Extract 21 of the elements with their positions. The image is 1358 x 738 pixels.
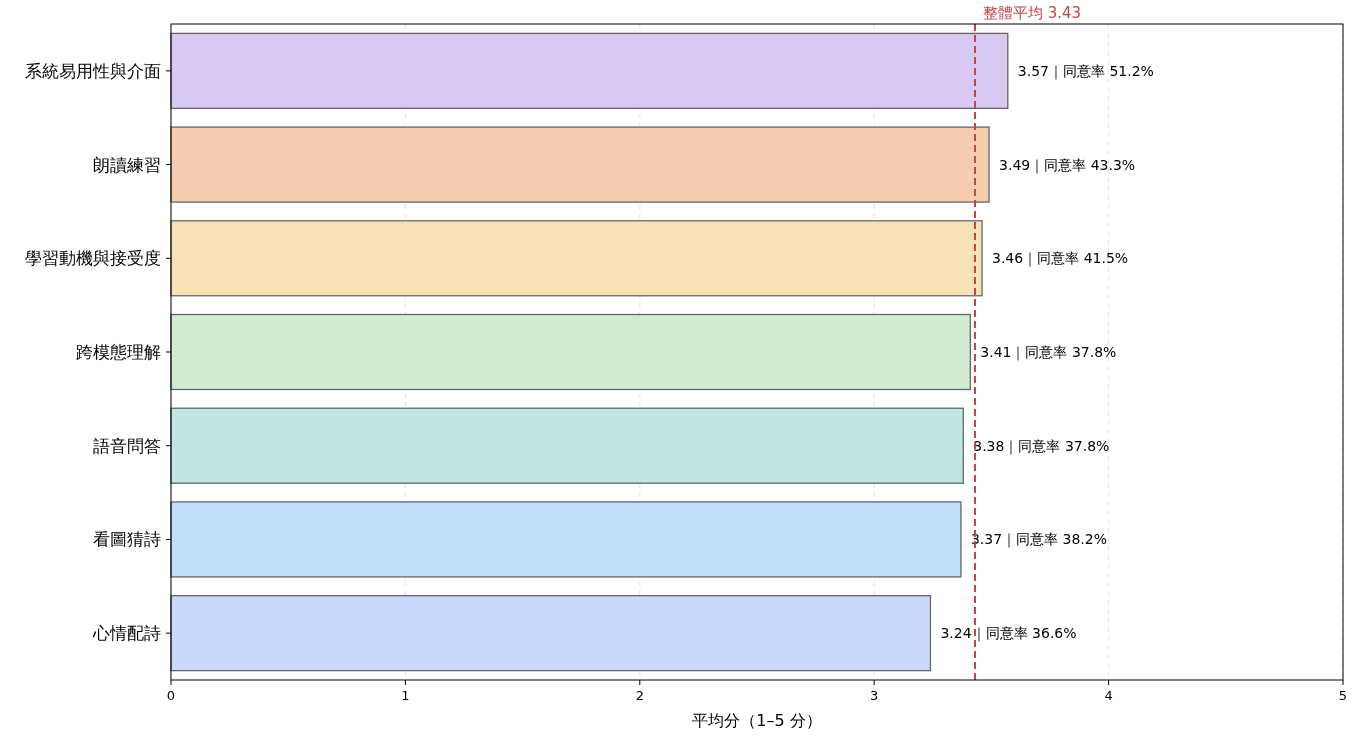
y-tick-label: 心情配詩 [92,623,161,644]
y-tick-label: 語音問答 [93,435,161,456]
y-tick-label: 跨模態理解 [76,342,161,362]
x-tick-label: 0 [166,688,176,703]
data-label: 3.46｜同意率 41.5% [992,250,1129,268]
x-tick-label: 1 [401,688,410,703]
x-tick-label: 5 [1338,688,1348,703]
data-label: 3.49｜同意率 43.3% [999,156,1136,174]
y-tick-label: 系統易用性與介面 [25,60,161,81]
x-tick-label: 4 [1104,688,1113,703]
x-axis-title: 平均分（1–5 分） [692,711,822,730]
data-label: 3.41｜同意率 37.8% [980,344,1117,361]
y-tick-label: 學習動機與接受度 [25,248,161,269]
x-tick-label: 3 [870,688,879,703]
data-label: 3.24｜同意率 36.6% [940,625,1077,643]
y-tick-label: 看圖猜詩 [93,529,161,550]
x-tick-label: 2 [635,688,644,703]
data-label: 3.38｜同意率 37.8% [973,437,1110,455]
ref-line-label: 整體平均 3.43 [982,4,1082,22]
y-tick-label: 朗讀練習 [93,154,161,175]
data-label: 3.57｜同意率 51.2% [1017,62,1154,80]
